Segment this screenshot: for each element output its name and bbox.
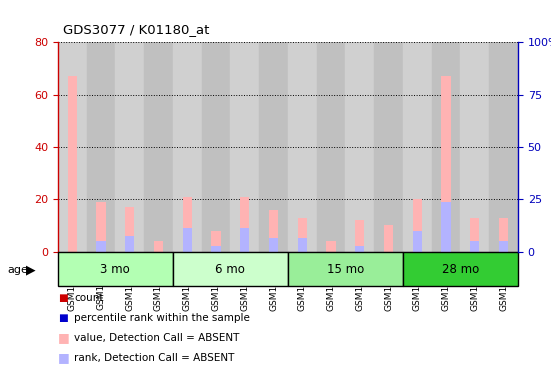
Text: ■: ■: [58, 293, 68, 303]
Bar: [212, 230, 220, 252]
Bar: [240, 228, 250, 252]
Bar: [182, 197, 192, 252]
Bar: [441, 202, 451, 252]
Bar: [58, 42, 87, 252]
Bar: [403, 42, 431, 252]
Text: percentile rank within the sample: percentile rank within the sample: [74, 313, 250, 323]
Bar: [403, 252, 518, 286]
Bar: [240, 197, 250, 252]
Bar: [345, 42, 374, 252]
Bar: [230, 42, 259, 252]
Bar: [441, 76, 451, 252]
Text: ■: ■: [58, 351, 69, 364]
Bar: [413, 199, 422, 252]
Bar: [470, 217, 479, 252]
Bar: [154, 241, 163, 252]
Bar: [489, 42, 518, 252]
Bar: [182, 228, 192, 252]
Bar: [288, 42, 317, 252]
Bar: [298, 238, 307, 252]
Bar: [269, 238, 278, 252]
Bar: [317, 42, 345, 252]
Bar: [288, 252, 403, 286]
Text: GDS3077 / K01180_at: GDS3077 / K01180_at: [63, 23, 210, 36]
Bar: [202, 42, 230, 252]
Bar: [173, 252, 288, 286]
Bar: [96, 241, 106, 252]
Bar: [87, 42, 115, 252]
Bar: [431, 42, 461, 252]
Text: ■: ■: [58, 313, 68, 323]
Text: 15 mo: 15 mo: [327, 263, 364, 276]
Bar: [461, 42, 489, 252]
Bar: [355, 220, 364, 252]
Text: age: age: [7, 265, 28, 275]
Bar: [269, 210, 278, 252]
Text: 6 mo: 6 mo: [215, 263, 245, 276]
Bar: [259, 42, 288, 252]
Bar: [96, 202, 106, 252]
Bar: [125, 236, 134, 252]
Bar: [68, 76, 77, 252]
Bar: [115, 42, 144, 252]
Bar: [499, 217, 508, 252]
Bar: [326, 241, 336, 252]
Text: ■: ■: [58, 331, 69, 344]
Bar: [499, 241, 508, 252]
Bar: [298, 217, 307, 252]
Bar: [413, 230, 422, 252]
Bar: [470, 241, 479, 252]
Text: ▶: ▶: [26, 263, 36, 276]
Bar: [144, 42, 173, 252]
Bar: [173, 42, 202, 252]
Bar: [374, 42, 403, 252]
Bar: [125, 207, 134, 252]
Bar: [212, 246, 220, 252]
Bar: [58, 252, 173, 286]
Bar: [355, 246, 364, 252]
Text: 3 mo: 3 mo: [100, 263, 130, 276]
Bar: [384, 225, 393, 252]
Text: 28 mo: 28 mo: [442, 263, 479, 276]
Text: value, Detection Call = ABSENT: value, Detection Call = ABSENT: [74, 333, 240, 343]
Text: rank, Detection Call = ABSENT: rank, Detection Call = ABSENT: [74, 353, 235, 362]
Text: count: count: [74, 293, 104, 303]
